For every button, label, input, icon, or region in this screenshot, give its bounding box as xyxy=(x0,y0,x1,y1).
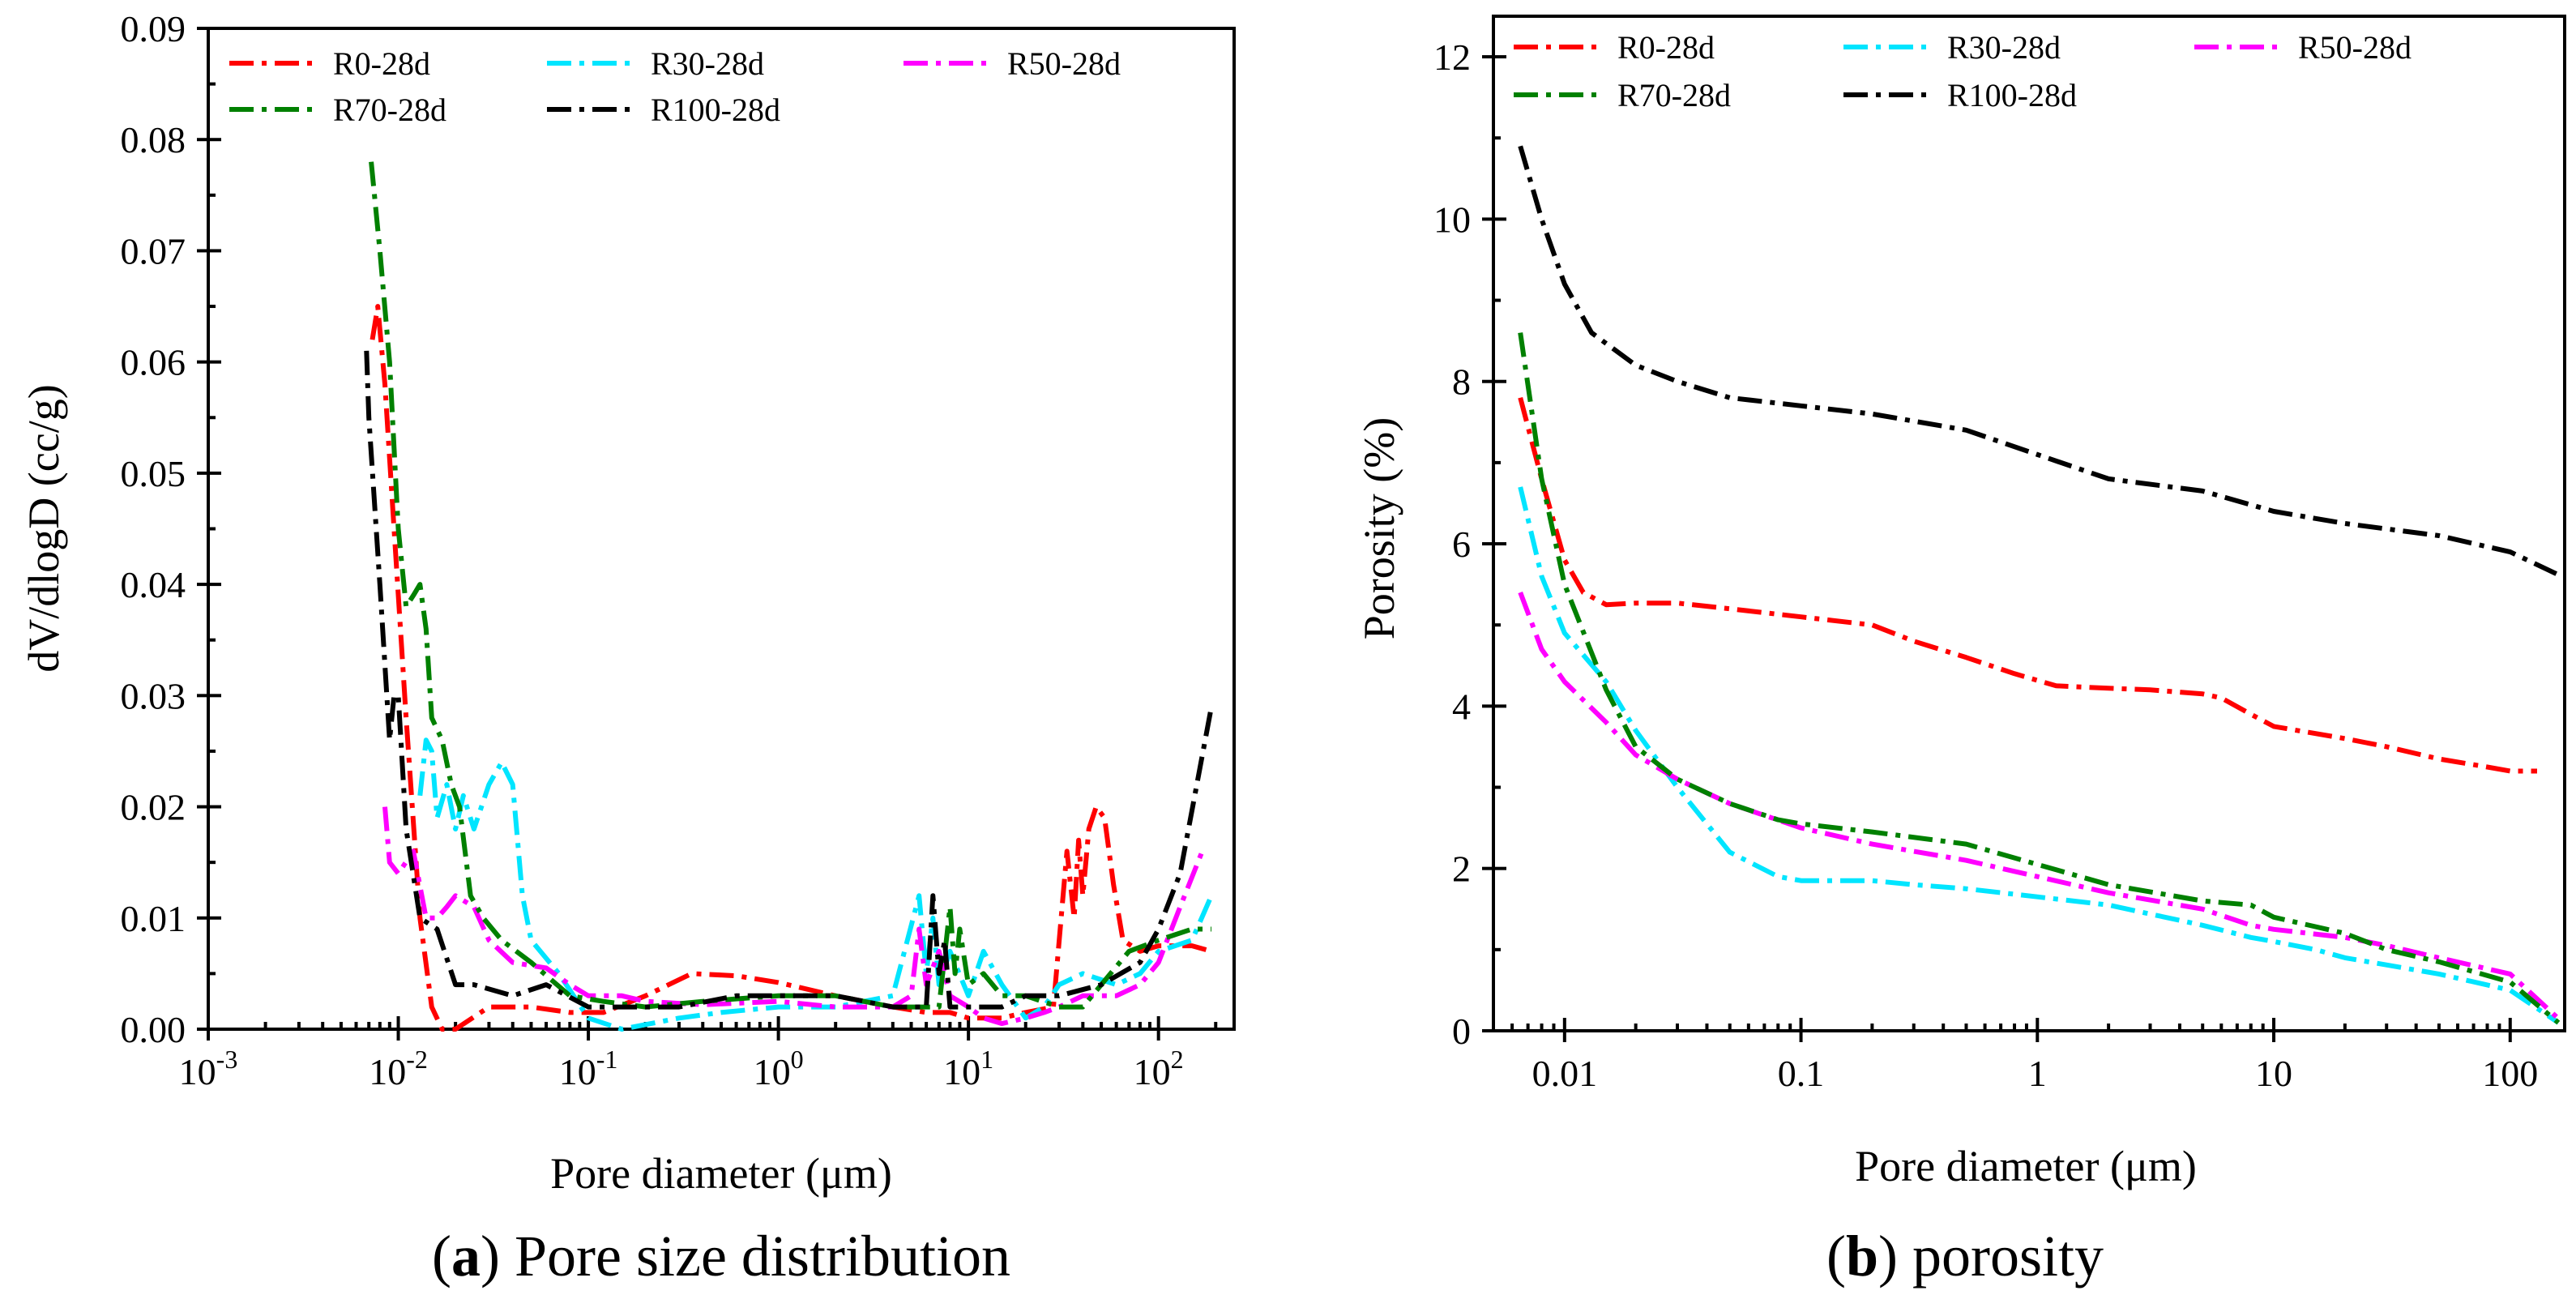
chart-a-ytick-label: 0.08 xyxy=(121,119,186,160)
chart-b-legend: R0-28d R30-28d R50-28d R70-28d R100-28d xyxy=(1514,29,2412,113)
chart-a-ticks: 0.00 0.01 0.02 0.03 0.04 0.05 0.06 0.07 0.08 0.09… xyxy=(121,8,1218,1092)
chart-b-xtick-label: 0.1 xyxy=(1778,1053,1825,1094)
chart-b-ytick-label: 0 xyxy=(1452,1011,1471,1052)
chart-b-legend-label: R50-28d xyxy=(2298,29,2412,66)
chart-a-ytick-label: 0.00 xyxy=(121,1009,186,1050)
chart-a-caption: (a) Pore size distribution xyxy=(432,1224,1010,1288)
chart-a-ytick-label: 0.02 xyxy=(121,787,186,828)
chart-a-xlabel: Pore diameter (μm) xyxy=(550,1149,892,1198)
chart-b-legend-label: R30-28d xyxy=(1947,29,2061,66)
chart-a-caption-letter: a xyxy=(451,1224,481,1288)
chart-a-legend-label: R70-28d xyxy=(333,92,446,128)
chart-a-legend-label: R30-28d xyxy=(651,45,764,82)
chart-a-xtick-label: 100 xyxy=(754,1045,804,1092)
chart-a-ytick-label: 0.07 xyxy=(121,230,186,271)
chart-a-ytick-label: 0.04 xyxy=(121,564,186,605)
chart-b-ytick-label: 2 xyxy=(1452,848,1471,890)
chart-a-ytick-label: 0.09 xyxy=(121,8,186,49)
chart-b: 0 2 4 6 8 10 12 0.01 0.1 1 10 100 R0-28d R30-28d R50-… xyxy=(1355,15,2566,1288)
chart-a-series-r70-28d xyxy=(369,161,1211,1010)
chart-b-legend-label: R0-28d xyxy=(1617,29,1715,66)
chart-a-caption-text: Pore size distribution xyxy=(515,1224,1010,1288)
chart-b-ytick-label: 6 xyxy=(1452,524,1471,565)
chart-b-legend-label: R100-28d xyxy=(1947,77,2077,113)
chart-a-xtick-label: 102 xyxy=(1134,1045,1184,1092)
chart-a-ytick-label: 0.01 xyxy=(121,898,186,939)
chart-b-frame xyxy=(1492,15,2566,1032)
chart-a-xtick-label: 10-1 xyxy=(559,1045,618,1092)
chart-a-ytick-label: 0.05 xyxy=(121,453,186,494)
chart-b-ytick-label: 4 xyxy=(1452,686,1471,727)
chart-b-ylabel: Porosity (%) xyxy=(1355,417,1403,639)
chart-b-ytick-label: 8 xyxy=(1452,361,1471,403)
chart-b-ytick-label: 12 xyxy=(1433,36,1471,78)
chart-a-xtick-label: 10-3 xyxy=(179,1045,238,1092)
chart-a-xtick-label: 101 xyxy=(943,1045,993,1092)
chart-b-series-r0-28d xyxy=(1518,397,2537,774)
chart-a-series-r100-28d xyxy=(364,350,1214,1010)
chart-b-xlabel: Pore diameter (μm) xyxy=(1855,1142,2197,1190)
chart-a-ylabel: dV/dlogD (cc/g) xyxy=(19,384,68,672)
chart-a-series-r0-28d xyxy=(370,304,1212,1032)
chart-b-xtick-label: 10 xyxy=(2255,1053,2292,1094)
chart-a-legend-label: R100-28d xyxy=(651,92,780,128)
chart-b-caption-text: porosity xyxy=(1912,1224,2104,1288)
chart-a-series-r50-28d xyxy=(382,806,1205,1027)
chart-b-series-r70-28d xyxy=(1518,332,2561,1025)
chart-b-xtick-label: 1 xyxy=(2028,1053,2047,1094)
chart-a-legend-label: R50-28d xyxy=(1007,45,1121,82)
chart-b-xtick-label: 0.01 xyxy=(1532,1053,1598,1094)
chart-b-ticks: 0 2 4 6 8 10 12 0.01 0.1 1 10 100 xyxy=(1433,36,2538,1094)
chart-b-legend-label: R70-28d xyxy=(1617,77,1731,113)
chart-a-ytick-label: 0.06 xyxy=(121,342,186,383)
chart-b-series xyxy=(1518,145,2563,1025)
chart-a: 0.00 0.01 0.02 0.03 0.04 0.05 0.06 0.07 0.08 0.09… xyxy=(19,8,1236,1288)
chart-a-legend: R0-28d R30-28d R50-28d R70-28d R100-28d xyxy=(229,45,1121,128)
chart-a-series xyxy=(364,161,1214,1032)
chart-a-series-r30-28d xyxy=(417,737,1214,1032)
chart-b-xtick-label: 100 xyxy=(2482,1053,2538,1094)
chart-a-xtick-label: 10-2 xyxy=(369,1045,428,1092)
chart-b-series-r50-28d xyxy=(1518,592,2561,1021)
chart-b-series-r30-28d xyxy=(1518,486,2560,1025)
chart-b-caption: (b) porosity xyxy=(1826,1224,2104,1288)
chart-a-ytick-label: 0.03 xyxy=(121,675,186,716)
chart-b-series-r100-28d xyxy=(1518,145,2563,579)
chart-a-legend-label: R0-28d xyxy=(333,45,430,82)
chart-b-caption-letter: b xyxy=(1846,1224,1878,1288)
chart-b-ytick-label: 10 xyxy=(1433,199,1471,240)
